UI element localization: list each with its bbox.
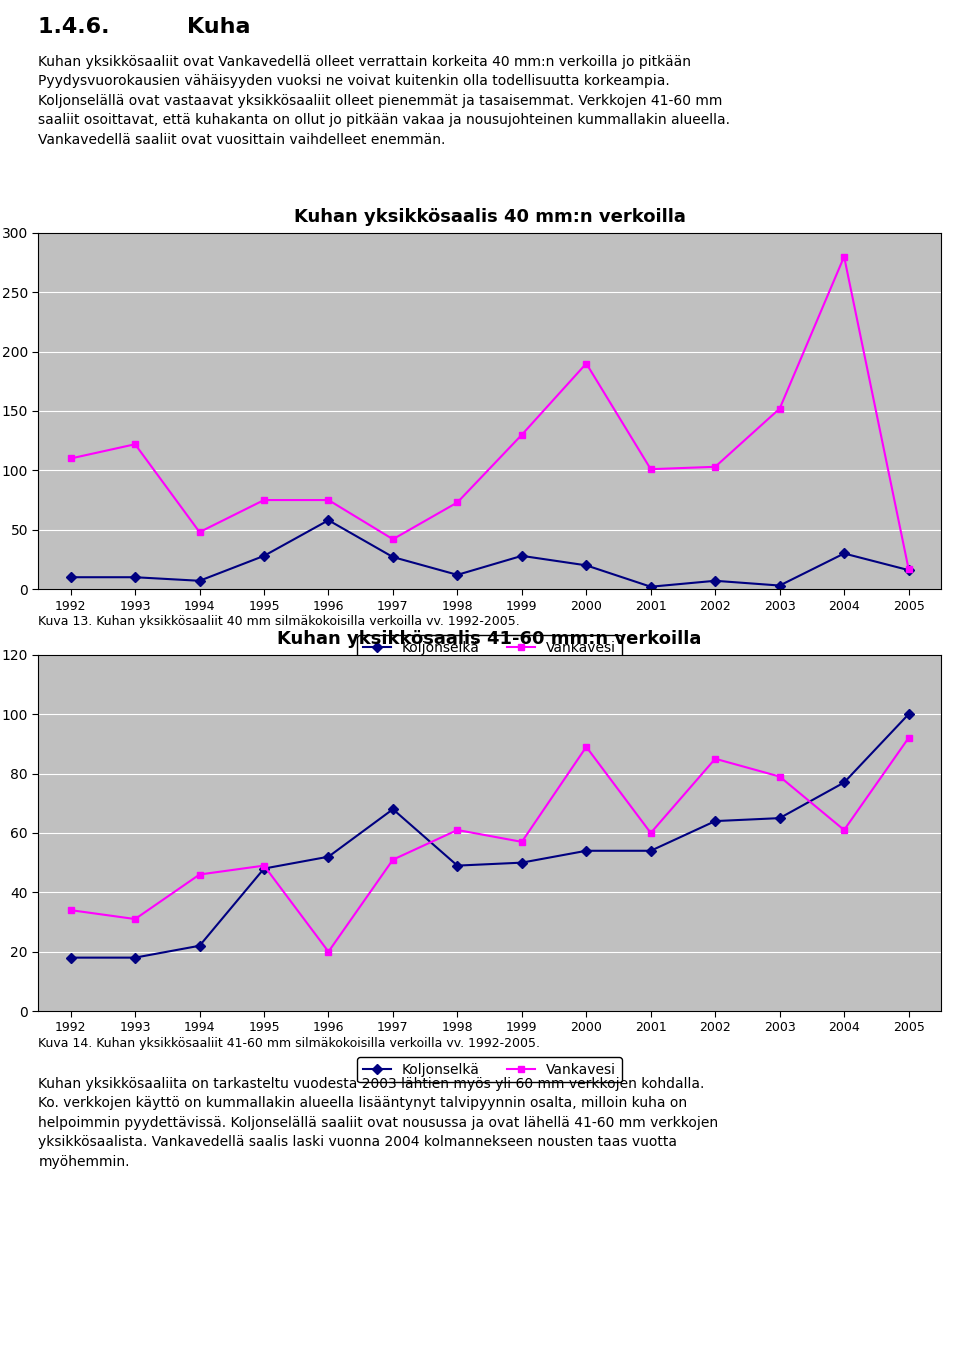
Koljonselkä [902, 706, 914, 722]
Vankavesi [387, 852, 398, 869]
Koljonselkä [451, 858, 463, 874]
Vankavesi [451, 822, 463, 838]
Vankavesi [258, 492, 270, 508]
Koljonselkä [258, 548, 270, 564]
Vankavesi [194, 866, 205, 882]
Koljonselkä [387, 801, 398, 818]
Vankavesi [902, 560, 914, 577]
Text: Kuhan yksikkösaaliit ovat Vankavedellä olleet verrattain korkeita 40 mm:n verkoi: Kuhan yksikkösaaliit ovat Vankavedellä o… [38, 55, 731, 147]
Koljonselkä [65, 569, 77, 585]
Vankavesi [645, 460, 657, 477]
Vankavesi [323, 944, 334, 960]
Title: Kuhan yksikkösaalis 40 mm:n verkoilla: Kuhan yksikkösaalis 40 mm:n verkoilla [294, 208, 685, 226]
Koljonselkä [387, 549, 398, 566]
Legend: Koljonselkä, Vankavesi: Koljonselkä, Vankavesi [357, 636, 622, 660]
Text: Kuva 14. Kuhan yksikkösaaliit 41-60 mm silmäkokoisilla verkoilla vv. 1992-2005.: Kuva 14. Kuhan yksikkösaaliit 41-60 mm s… [38, 1037, 540, 1051]
Vankavesi [581, 738, 592, 755]
Vankavesi [130, 911, 141, 927]
Text: 1.4.6.          Kuha: 1.4.6. Kuha [38, 18, 251, 37]
Koljonselkä [709, 573, 721, 589]
Vankavesi [838, 248, 850, 264]
Text: Kuva 13. Kuhan yksikkösaaliit 40 mm silmäkokoisilla verkoilla vv. 1992-2005.: Kuva 13. Kuhan yksikkösaaliit 40 mm silm… [38, 615, 520, 629]
Title: Kuhan yksikkösaalis 41-60 mm:n verkoilla: Kuhan yksikkösaalis 41-60 mm:n verkoilla [277, 630, 702, 648]
Koljonselkä [774, 577, 785, 593]
Koljonselkä [130, 949, 141, 966]
Koljonselkä [902, 562, 914, 578]
Vankavesi [709, 751, 721, 767]
Vankavesi [516, 426, 528, 443]
Koljonselkä [65, 949, 77, 966]
Koljonselkä [323, 512, 334, 529]
Vankavesi [516, 833, 528, 849]
Koljonselkä [451, 567, 463, 584]
Vankavesi [194, 523, 205, 540]
Koljonselkä [581, 558, 592, 574]
Koljonselkä [130, 569, 141, 585]
Vankavesi [774, 769, 785, 785]
Koljonselkä [838, 774, 850, 790]
Vankavesi [774, 400, 785, 416]
Koljonselkä [516, 548, 528, 564]
Vankavesi [838, 822, 850, 838]
Koljonselkä [709, 812, 721, 829]
Vankavesi [387, 532, 398, 548]
Vankavesi [258, 858, 270, 874]
Koljonselkä [516, 855, 528, 871]
Koljonselkä [645, 843, 657, 859]
Vankavesi [323, 492, 334, 508]
Vankavesi [65, 901, 77, 918]
Line: Koljonselkä: Koljonselkä [67, 516, 912, 590]
Vankavesi [709, 459, 721, 475]
Koljonselkä [194, 937, 205, 954]
Line: Vankavesi: Vankavesi [67, 734, 912, 955]
Koljonselkä [323, 848, 334, 864]
Koljonselkä [194, 573, 205, 589]
Vankavesi [65, 451, 77, 467]
Line: Koljonselkä: Koljonselkä [67, 711, 912, 962]
Line: Vankavesi: Vankavesi [67, 253, 912, 573]
Text: Kuhan yksikkösaaliita on tarkasteltu vuodesta 2003 lähtien myös yli 60 mm verkko: Kuhan yksikkösaaliita on tarkasteltu vuo… [38, 1077, 718, 1169]
Koljonselkä [838, 545, 850, 562]
Koljonselkä [774, 810, 785, 826]
Vankavesi [130, 436, 141, 452]
Vankavesi [451, 495, 463, 511]
Vankavesi [645, 825, 657, 841]
Vankavesi [902, 730, 914, 747]
Legend: Koljonselkä, Vankavesi: Koljonselkä, Vankavesi [357, 1058, 622, 1082]
Koljonselkä [258, 860, 270, 877]
Koljonselkä [645, 578, 657, 595]
Koljonselkä [581, 843, 592, 859]
Vankavesi [581, 355, 592, 371]
